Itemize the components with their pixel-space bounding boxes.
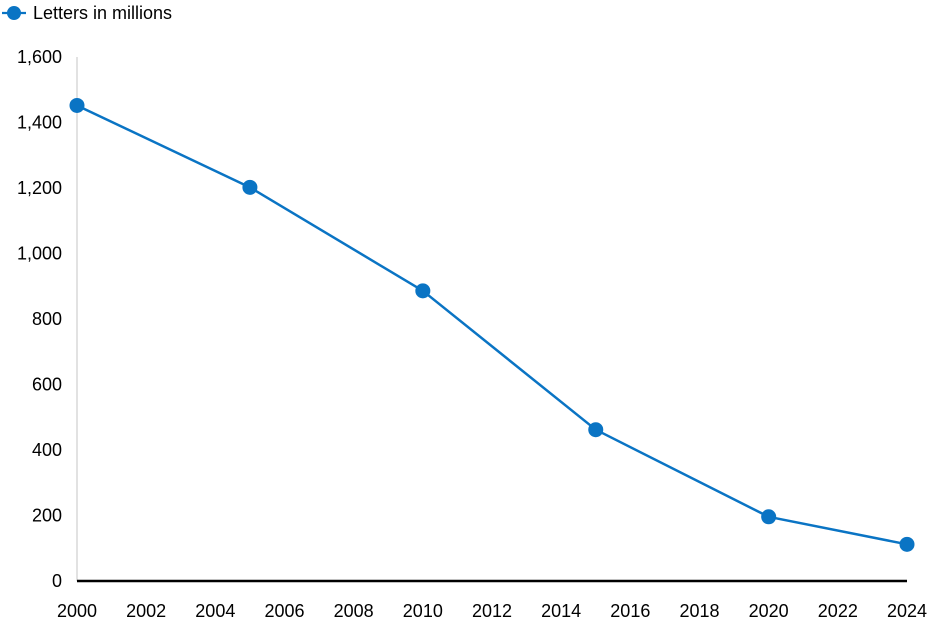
x-tick-label: 2018 [679,601,719,621]
y-tick-label: 1,600 [17,47,62,67]
x-tick-label: 2000 [57,601,97,621]
x-tick-label: 2010 [403,601,443,621]
series-layer [69,97,915,552]
y-tick-label: 200 [32,506,62,526]
legend-dot-marker [7,6,21,20]
x-tick-label: 2012 [472,601,512,621]
y-tick-label: 600 [32,375,62,395]
y-tick-label: 400 [32,440,62,460]
data-point [899,536,915,552]
y-tick-label: 1,200 [17,178,62,198]
y-tick-label: 800 [32,309,62,329]
x-tick-label: 2002 [126,601,166,621]
series-line [75,104,909,546]
data-point [415,283,431,299]
y-tick-label: 0 [52,571,62,591]
x-tick-label: 2024 [887,601,927,621]
x-tick-label: 2014 [541,601,581,621]
x-tick-label: 2006 [264,601,304,621]
x-axis-ticks: 2000 2002 2004 2006 2008 2010 2012 2014 2016 2018… [57,601,927,621]
data-point [242,179,258,195]
y-axis-ticks: 0 200 400 600 800 1,000 1,200 1,400 1,600 [17,47,62,591]
legend-label: Letters in millions [33,3,172,23]
data-point [588,422,604,438]
x-tick-label: 2022 [818,601,858,621]
data-point [69,97,85,113]
x-tick-label: 2008 [334,601,374,621]
x-tick-label: 2016 [610,601,650,621]
y-tick-label: 1,000 [17,244,62,264]
legend: Letters in millions [2,3,172,23]
y-tick-label: 1,400 [17,113,62,133]
x-tick-label: 2020 [749,601,789,621]
data-point [761,509,777,525]
x-tick-label: 2004 [195,601,235,621]
